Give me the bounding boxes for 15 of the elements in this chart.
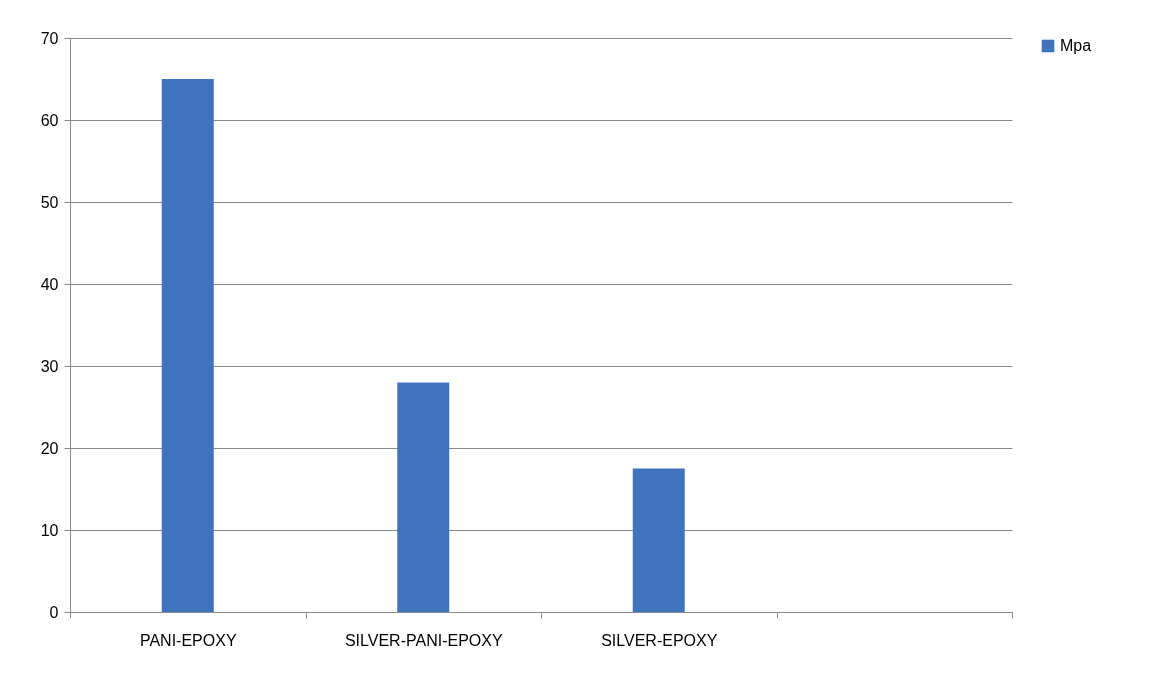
y-tick-label: 50 [40,193,59,211]
legend-label: Mpa [1060,37,1092,54]
x-tick-label: SILVER-EPOXY [601,631,718,649]
y-tick-label: 70 [40,29,59,47]
y-tick-label: 40 [40,275,59,293]
y-tick-label: 30 [40,357,59,375]
bar [632,468,685,612]
y-tick-label: 20 [40,439,59,457]
x-tick-label: PANI-EPOXY [139,631,237,649]
y-tick-label: 0 [49,603,59,621]
bar [397,382,450,612]
bar [161,79,214,612]
y-tick-label: 60 [40,111,59,129]
y-tick-label: 10 [40,521,59,539]
x-tick-label: SILVER-PANI-EPOXY [344,631,503,649]
